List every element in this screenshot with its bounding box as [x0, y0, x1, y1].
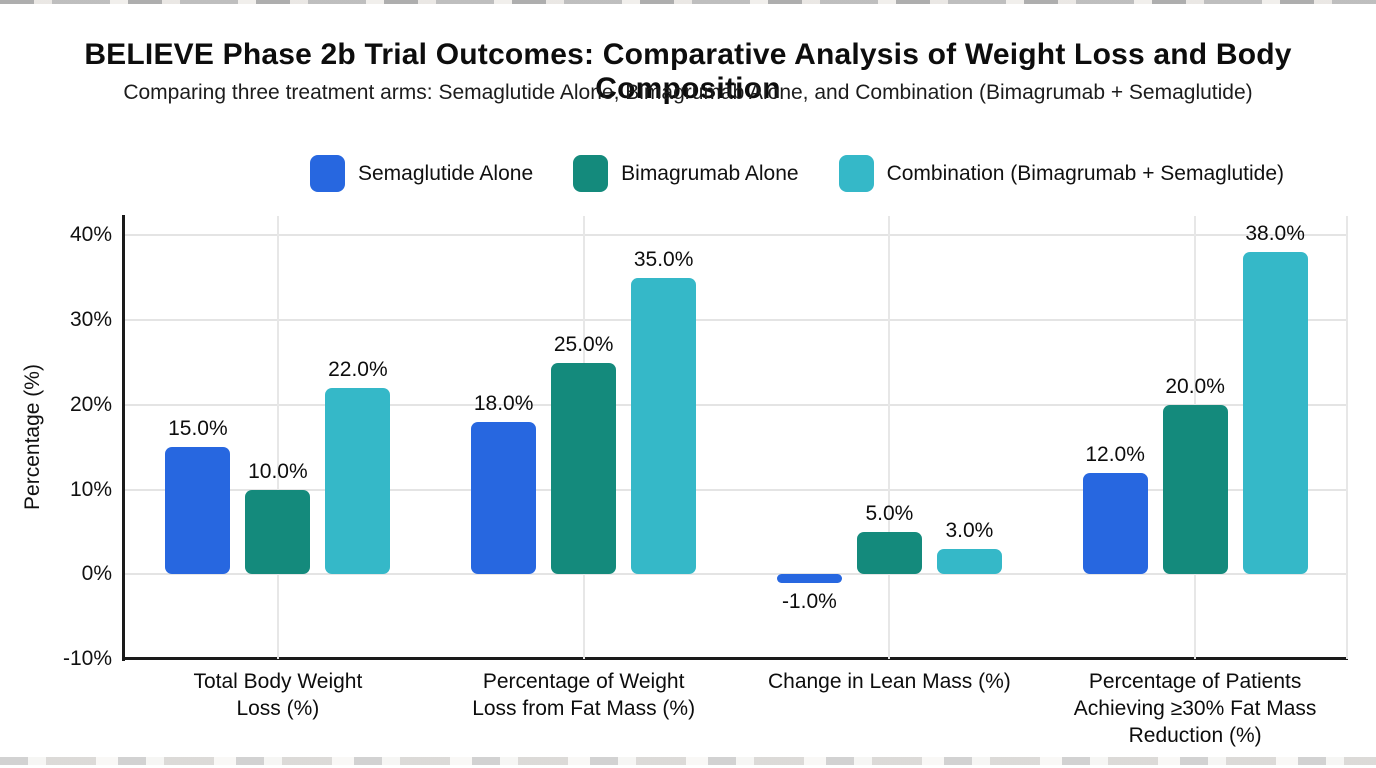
- x-category-label-line: Loss from Fat Mass (%): [472, 697, 696, 720]
- bar-value-label: 20.0%: [1165, 374, 1225, 398]
- bar: [165, 447, 231, 575]
- x-category-label-line: Loss (%): [236, 697, 320, 720]
- bar-value-label: 22.0%: [328, 357, 388, 381]
- gridline-horizontal: [125, 319, 1348, 322]
- bar-value-label: 38.0%: [1245, 222, 1305, 246]
- gridline-vertical: [888, 216, 891, 659]
- y-tick-label: 10%: [69, 477, 112, 501]
- x-category-label: Percentage of Patients Achieving ≥30% Fat…: [1040, 668, 1350, 749]
- bar: [325, 387, 391, 575]
- legend: Semaglutide Alone Bimagrumab Alone Combina…: [310, 155, 1284, 192]
- bar: [936, 548, 1002, 575]
- x-axis-line: [122, 657, 1348, 660]
- x-category-label-line: Total Body Weight: [193, 670, 363, 693]
- bar-value-label: 25.0%: [553, 332, 614, 356]
- x-category-label-line: Change in Lean Mass (%): [767, 670, 1011, 693]
- y-tick-label: 30%: [69, 308, 112, 332]
- chart-title: BELIEVE Phase 2b Trial Outcomes: Compara…: [84, 38, 1292, 105]
- bar-value-label: 18.0%: [473, 391, 534, 415]
- bar: [1242, 252, 1308, 575]
- bar: [856, 531, 922, 575]
- gridline-horizontal: [125, 234, 1348, 237]
- bar: [551, 362, 617, 575]
- bar: [1082, 472, 1148, 575]
- y-tick-label: 0%: [81, 562, 112, 586]
- bar-value-label: 12.0%: [1085, 442, 1145, 466]
- legend-item: Bimagrumab Alone: [573, 155, 799, 192]
- gridline-vertical-right-edge: [1346, 216, 1348, 659]
- bar: [245, 489, 311, 575]
- gridline-vertical: [276, 216, 279, 659]
- y-tick-label: -10%: [62, 647, 112, 670]
- y-axis-line: [122, 215, 125, 661]
- bar: [1162, 404, 1228, 575]
- bar-value-label: -1.0%: [781, 589, 837, 613]
- legend-item: Semaglutide Alone: [310, 155, 533, 192]
- legend-label: Semaglutide Alone: [358, 161, 534, 185]
- x-category-label: Change in Lean Mass (%): [734, 668, 1044, 695]
- x-category-label-line: Percentage of Patients: [1088, 670, 1302, 693]
- bar-value-label: 10.0%: [248, 459, 308, 483]
- bar-value-label: 15.0%: [168, 417, 228, 441]
- gridline-horizontal: [125, 403, 1348, 406]
- gridline-horizontal: [125, 488, 1348, 491]
- bar-value-label: 3.0%: [945, 518, 994, 542]
- bar: [776, 574, 842, 583]
- legend-swatch: [573, 155, 609, 192]
- bar: [471, 421, 537, 575]
- x-category-label-line: Achieving ≥30% Fat Mass: [1073, 697, 1317, 720]
- legend-label: Bimagrumab Alone: [621, 161, 799, 185]
- bar-value-label: 35.0%: [633, 247, 694, 271]
- plot-area: 15.0% 18.0% -1.0% 12.0% 10.0% 25.0% 5.0% 20.0% 2…: [125, 216, 1348, 659]
- y-tick-label: 20%: [69, 392, 112, 416]
- legend-label: Combination (Bimagrumab + Semaglutide): [886, 161, 1285, 185]
- legend-swatch: [838, 155, 874, 192]
- x-category-label: Percentage of Weight Loss from Fat Mass (…: [429, 668, 739, 722]
- x-category-label-line: Percentage of Weight: [482, 670, 685, 693]
- bar: [631, 277, 697, 575]
- x-category-label: Total Body Weight Loss (%): [123, 668, 433, 722]
- bar-value-label: 5.0%: [865, 501, 914, 525]
- x-category-label-line: Reduction (%): [1128, 724, 1262, 747]
- legend-swatch: [310, 155, 345, 192]
- y-tick-label: 40%: [69, 223, 112, 247]
- gridline-horizontal: [125, 573, 1348, 576]
- legend-item: Combination (Bimagrumab + Semaglutide): [838, 155, 1285, 192]
- chart-subtitle: Comparing three treatment arms: Semaglut…: [123, 81, 1253, 104]
